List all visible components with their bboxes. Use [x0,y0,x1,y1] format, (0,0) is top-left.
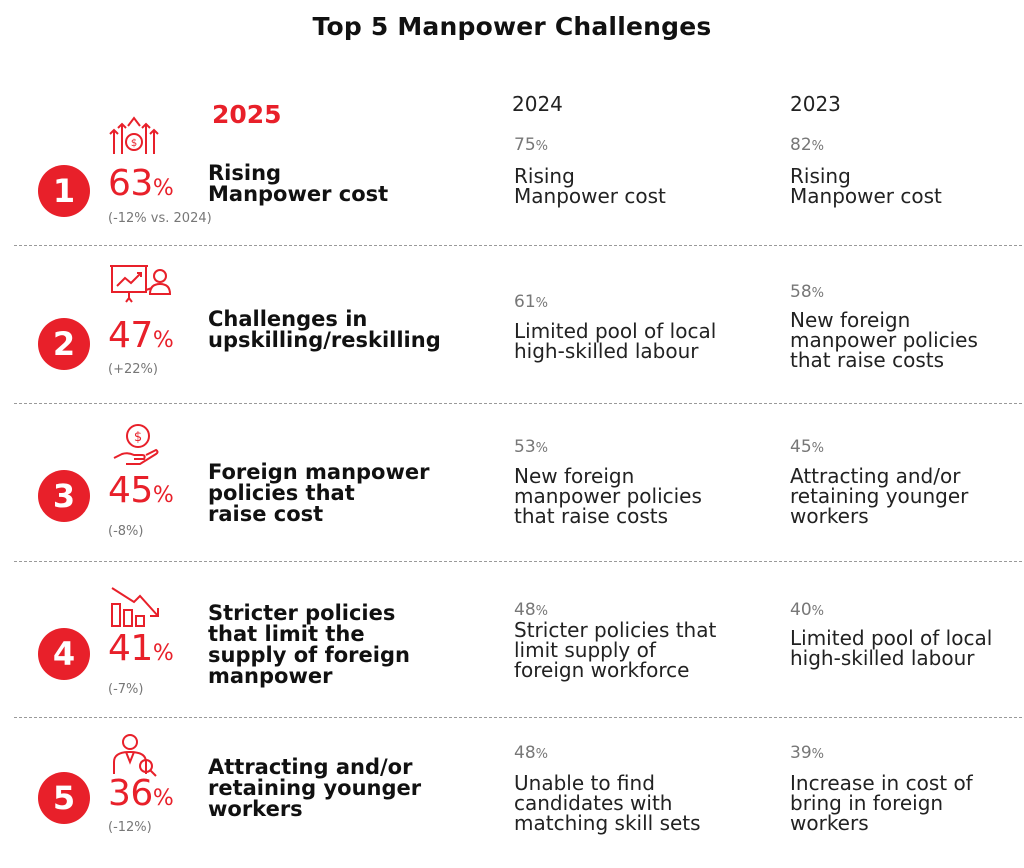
pct-2025: 47% [108,315,174,356]
presentation-training-icon [108,262,172,308]
text-2023: Attracting and/or retaining younger worker… [790,464,969,528]
challenge-label: Stricter policies that limit the supply of… [208,601,410,688]
text-2024: New foreign manpower policies that raise c… [514,464,702,528]
challenge-label: Attracting and/or retaining younger worker… [208,755,422,821]
change-vs-prev: (+22%) [108,362,158,377]
pct-2023: 40% [790,600,824,620]
text-2023: New foreign manpower policies that raise c… [790,308,978,372]
svg-text:$: $ [131,138,137,149]
row-divider [14,561,1022,562]
pct-2025: 45% [108,470,174,511]
pct-2024: 53% [514,437,548,457]
change-vs-prev: (-12%) [108,820,152,835]
challenge-label: Rising Manpower cost [208,161,389,206]
row-divider [14,717,1022,718]
pct-2025: 41% [108,628,174,669]
year-2023-heading: 2023 [790,92,841,116]
text-2024: Limited pool of local high-skilled labour [514,319,717,363]
pct-2024: 48% [514,743,548,763]
rank-badge: 3 [38,470,90,522]
year-2025-heading: 2025 [212,100,282,129]
rank-badge: 2 [38,318,90,370]
text-2023: Limited pool of local high-skilled labour [790,626,993,670]
change-vs-prev: (-7%) [108,682,144,697]
text-2023: Rising Manpower cost [790,164,942,208]
pct-2024: 75% [514,135,548,155]
text-2024: Rising Manpower cost [514,164,666,208]
text-2024: Stricter policies that limit supply of for… [514,618,717,682]
challenge-label: Challenges in upskilling/reskilling [208,307,441,352]
rank-badge: 5 [38,772,90,824]
row-divider [14,403,1022,404]
page-title: Top 5 Manpower Challenges [312,12,712,41]
pct-2024: 61% [514,292,548,312]
rank-badge: 4 [38,628,90,680]
text-2024: Unable to find candidates with matching sk… [514,771,701,835]
rank-badge: 1 [38,165,90,217]
challenge-label: Foreign manpower policies that raise cost [208,460,430,526]
pct-2025: 63% [108,163,174,204]
pct-2023: 39% [790,743,824,763]
hand-coin-icon: $ [108,422,164,468]
svg-text:$: $ [134,430,142,445]
pct-2023: 58% [790,282,824,302]
change-vs-prev: (-8%) [108,524,144,539]
text-2023: Increase in cost of bring in foreign worke… [790,771,973,835]
pct-2023: 45% [790,437,824,457]
pct-2023: 82% [790,135,824,155]
rising-cost-icon: $ [108,112,164,158]
change-vs-prev: (-12% vs. 2024) [108,211,212,226]
row-divider [14,245,1022,246]
candidate-search-icon [108,732,164,778]
year-2024-heading: 2024 [512,92,563,116]
declining-chart-icon [108,584,164,630]
pct-2024: 48% [514,600,548,620]
pct-2025: 36% [108,773,174,814]
